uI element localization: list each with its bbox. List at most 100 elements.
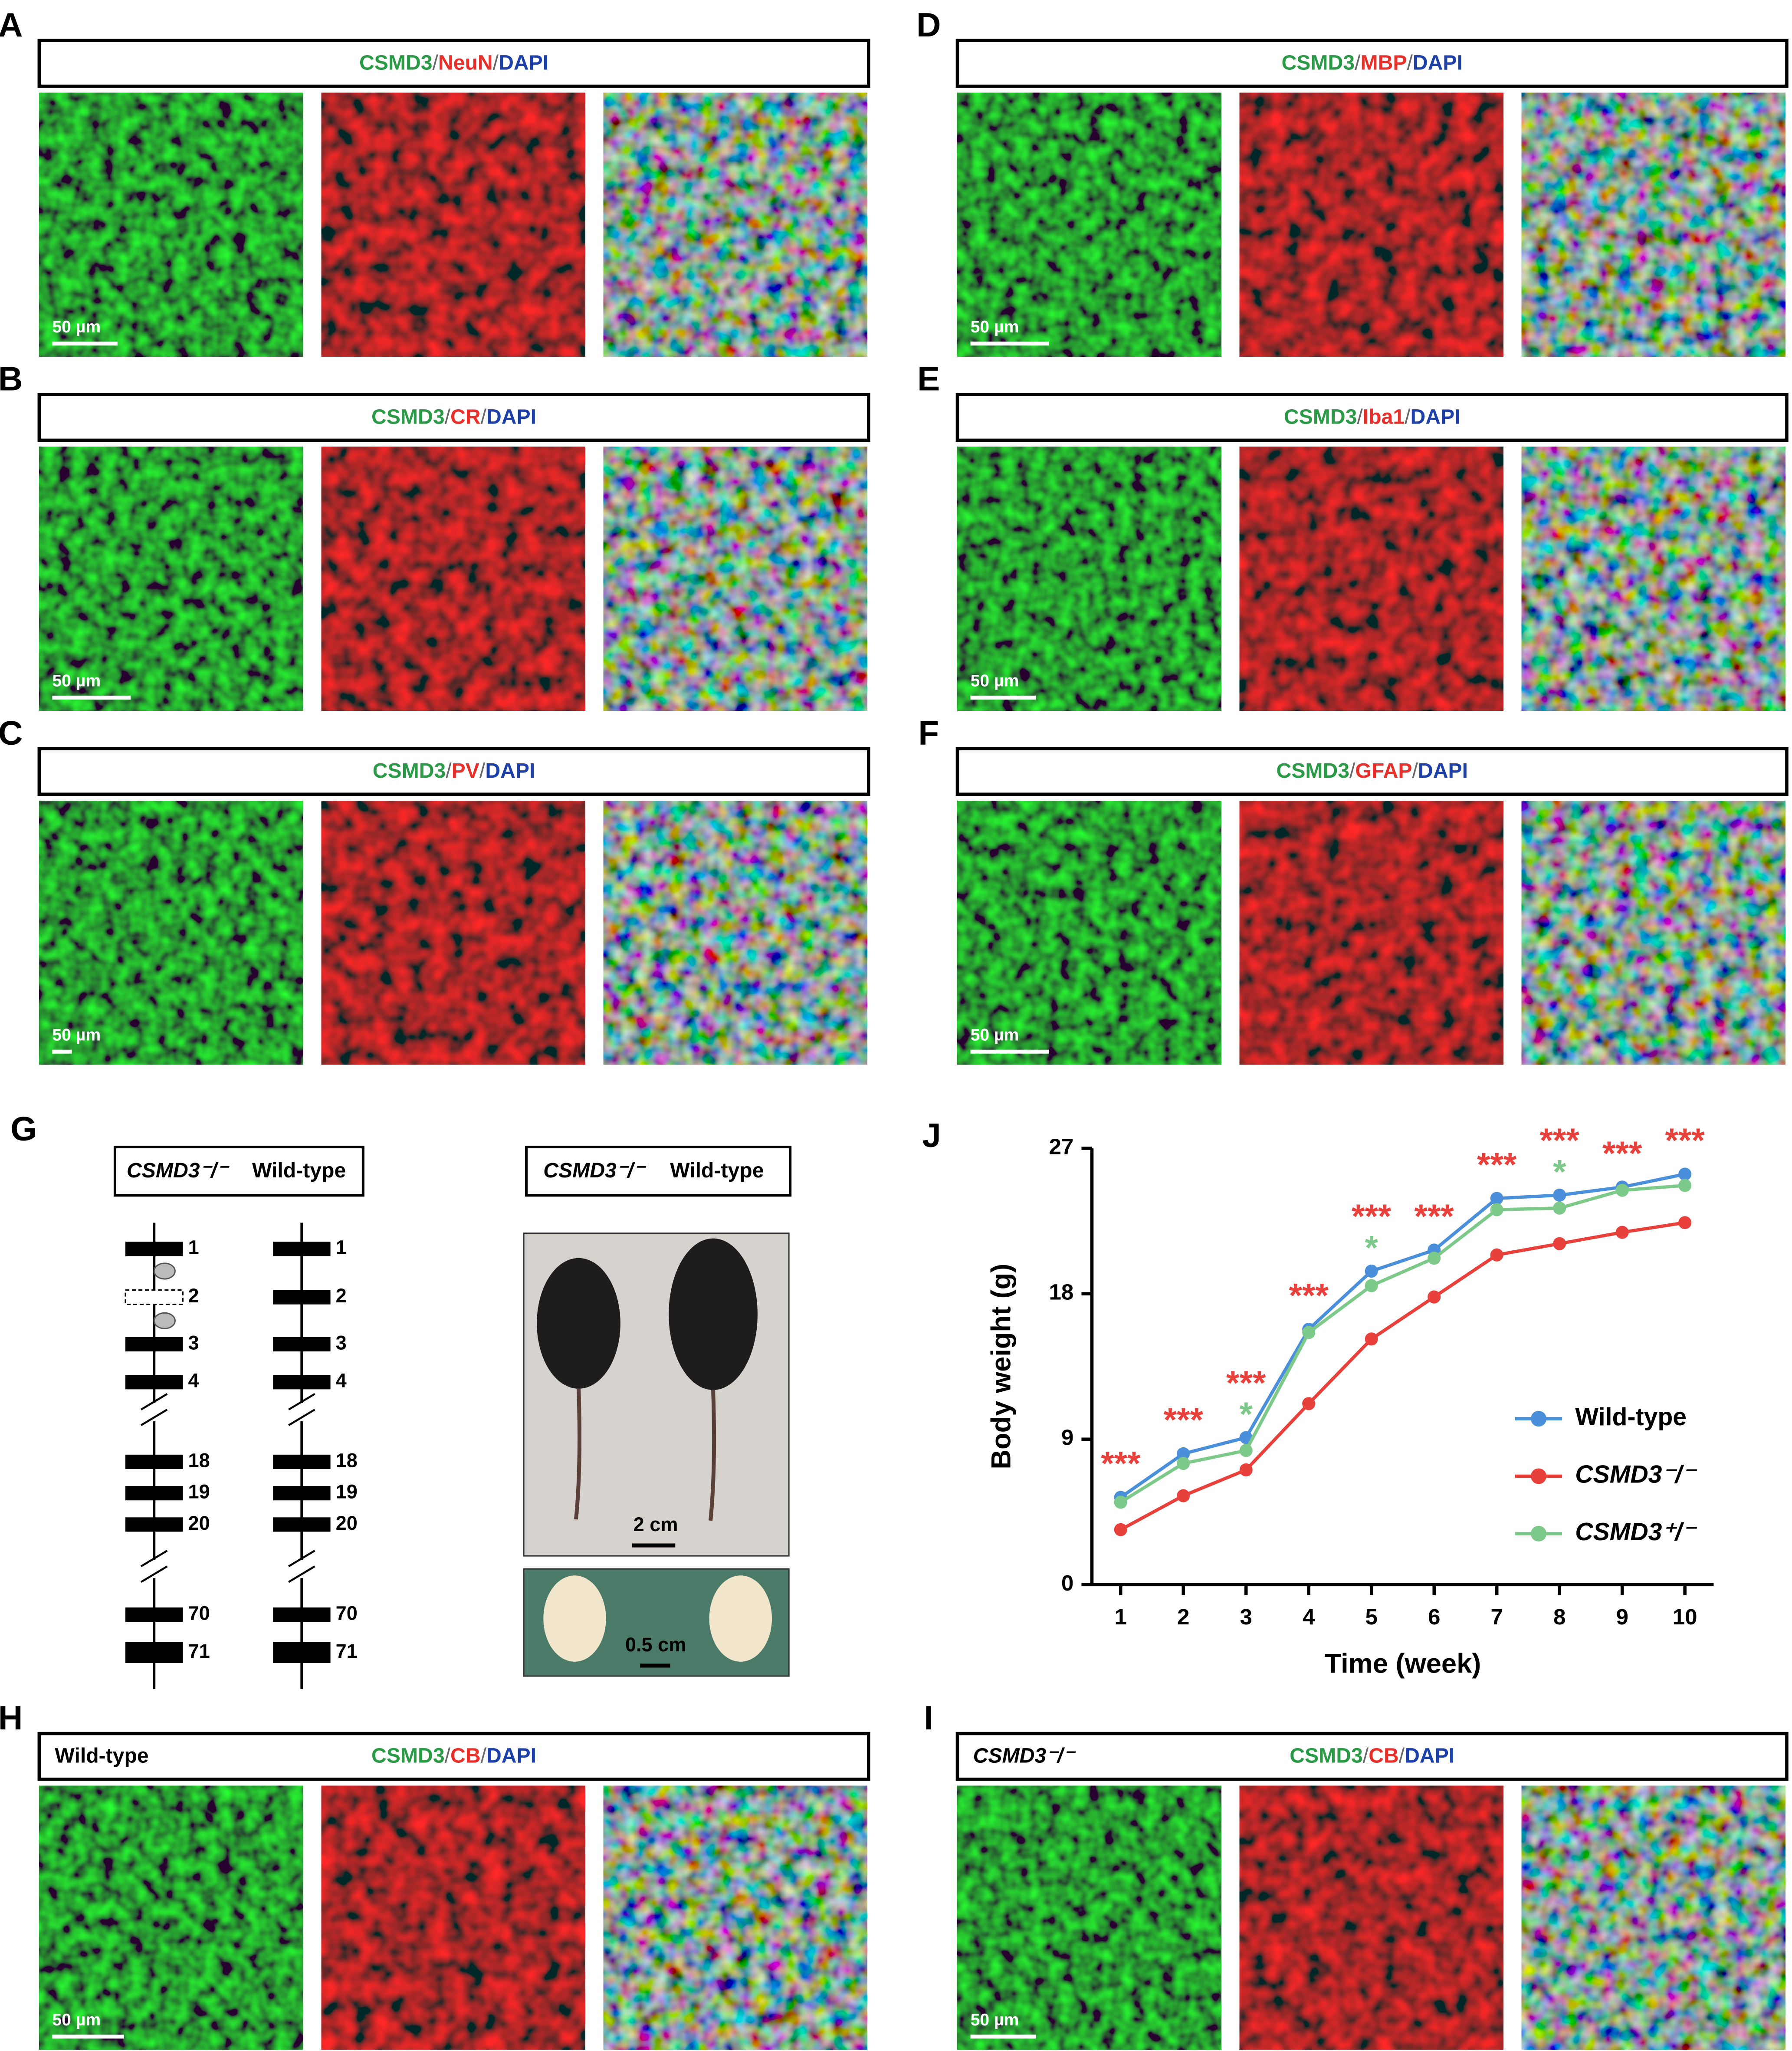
break-mark <box>288 1565 315 1583</box>
marker: NeuN <box>438 51 493 74</box>
panel-label: C <box>0 713 23 752</box>
marker: PV <box>452 759 479 782</box>
mouse-tail <box>709 1390 716 1521</box>
genotype: Wild-type <box>670 1159 764 1182</box>
micrograph <box>1239 92 1503 357</box>
marker-title: CSMD3/Iba1/DAPI <box>1284 405 1461 428</box>
marker-title: CSMD3/NeuN/DAPI <box>359 51 548 74</box>
significance: *** <box>1540 1121 1580 1159</box>
data-point <box>1114 1496 1127 1509</box>
marker: DAPI <box>486 1744 536 1767</box>
separator: / <box>1363 1744 1369 1767</box>
data-point <box>1177 1457 1190 1470</box>
x-axis-label: Time (week) <box>1325 1649 1481 1679</box>
x-tick-label: 8 <box>1553 1604 1566 1629</box>
marker-title: CSMD3/GFAP/DAPI <box>1276 759 1468 782</box>
significance: *** <box>1665 1121 1705 1159</box>
marker: DAPI <box>1405 1744 1454 1767</box>
micrograph <box>39 447 303 711</box>
header-box <box>113 1145 364 1197</box>
marker: GFAP <box>1355 759 1412 782</box>
scale-bar-label: 50 µm <box>52 672 101 690</box>
separator: / <box>1405 405 1411 428</box>
micrograph <box>603 447 867 711</box>
scale-bar-label: 50 µm <box>971 2011 1019 2029</box>
significance: *** <box>1352 1197 1392 1235</box>
exon <box>273 1337 331 1352</box>
data-point <box>1239 1463 1253 1477</box>
x-tick-label: 7 <box>1490 1604 1503 1629</box>
micrograph <box>321 447 585 711</box>
break-mark <box>140 1393 168 1410</box>
data-point <box>1428 1252 1441 1265</box>
x-tick-label: 1 <box>1115 1604 1127 1629</box>
exon-label: 70 <box>336 1602 358 1624</box>
header-box <box>955 1732 1789 1781</box>
exon-label: 71 <box>336 1640 358 1662</box>
x-tick-label: 3 <box>1240 1604 1252 1629</box>
micrograph <box>39 92 303 357</box>
exon <box>125 1517 183 1532</box>
scale-bar-label: 50 µm <box>971 318 1019 336</box>
series-line <box>1119 1183 1685 1504</box>
separator: / <box>479 759 486 782</box>
exon-label: 3 <box>188 1331 199 1354</box>
mouse-tail <box>574 1388 582 1520</box>
exon <box>273 1454 331 1469</box>
exon-label: 20 <box>336 1512 358 1534</box>
marker-title: CSMD3/MBP/DAPI <box>1282 51 1463 74</box>
panel-label: H <box>0 1699 23 1737</box>
scale-bar-label: 2 cm <box>633 1513 678 1535</box>
micrograph <box>1239 801 1503 1065</box>
exon-label: 19 <box>336 1481 358 1503</box>
panel-label: A <box>0 6 23 44</box>
micrograph <box>321 1785 585 2050</box>
micrograph <box>39 801 303 1065</box>
marker: CSMD3 <box>373 759 446 782</box>
marker: CSMD3 <box>1282 51 1355 74</box>
data-point <box>1177 1447 1190 1460</box>
micrograph <box>603 92 867 357</box>
exon <box>273 1290 331 1305</box>
micrograph <box>1521 92 1785 357</box>
panel-label: D <box>916 6 941 44</box>
separator: / <box>481 405 487 428</box>
genotype: CSMD3⁻/⁻ <box>973 1744 1076 1767</box>
exon <box>125 1642 183 1663</box>
marker-title: CSMD3/CB/DAPI <box>371 1744 536 1767</box>
break-mark <box>288 1409 315 1426</box>
data-point <box>1239 1431 1253 1444</box>
marker: CSMD3 <box>1284 405 1357 428</box>
x-tick-label: 9 <box>1616 1604 1628 1629</box>
exon-label: 71 <box>188 1640 210 1662</box>
exon <box>273 1375 331 1390</box>
exon <box>125 1337 183 1352</box>
break-mark <box>288 1393 315 1410</box>
marker: CSMD3 <box>371 405 445 428</box>
scale-bar-label: 0.5 cm <box>625 1634 686 1656</box>
data-point <box>1490 1192 1503 1205</box>
scale-bar-label: 50 µm <box>52 2011 101 2029</box>
header-box <box>955 39 1789 88</box>
data-point <box>1615 1183 1629 1197</box>
micrograph <box>957 92 1221 357</box>
marker: Iba1 <box>1363 405 1405 428</box>
marker: CSMD3 <box>371 1744 445 1767</box>
marker-title: CSMD3/CB/DAPI <box>1290 1744 1454 1767</box>
exon-label: 1 <box>336 1236 347 1259</box>
exon <box>125 1454 183 1469</box>
marker: DAPI <box>1411 405 1461 428</box>
panel-label: B <box>0 360 23 398</box>
loxp-scissor <box>153 1312 176 1329</box>
marker: CSMD3 <box>359 51 433 74</box>
scale-bar-label: 50 µm <box>52 318 101 336</box>
data-point <box>1302 1326 1316 1339</box>
x-tick-label: 6 <box>1428 1604 1440 1629</box>
header-box <box>525 1145 792 1197</box>
panel-label: F <box>918 713 939 752</box>
micrograph <box>957 1785 1221 2050</box>
data-point <box>1365 1264 1378 1278</box>
separator: / <box>445 1744 451 1767</box>
data-point <box>1239 1444 1253 1457</box>
exon-label: 1 <box>188 1236 199 1259</box>
